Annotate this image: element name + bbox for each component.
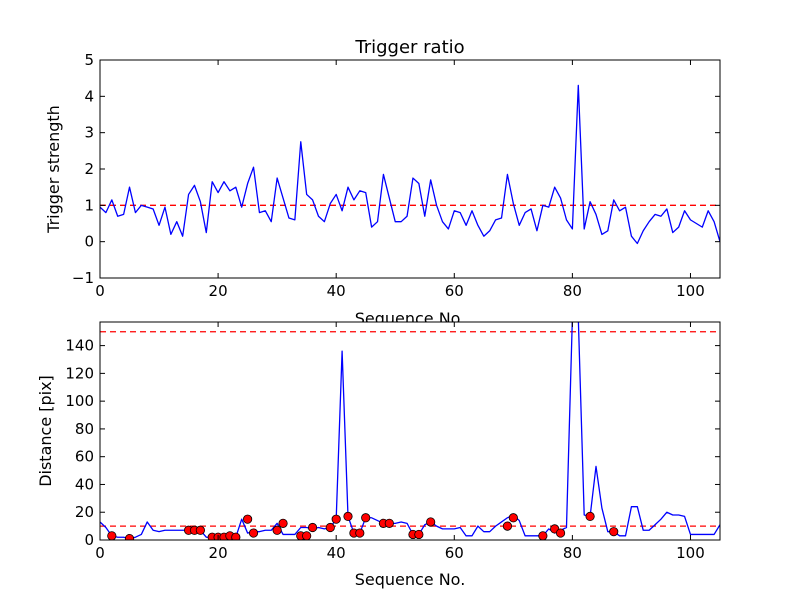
- y-tick-label: 3: [84, 124, 94, 142]
- x-axis-label-bottom: Sequence No.: [355, 570, 466, 589]
- y-tick-label: 2: [84, 160, 94, 178]
- data-point-marker: [538, 531, 548, 540]
- x-tick-label: 60: [445, 282, 464, 300]
- data-point-marker: [585, 511, 595, 521]
- plot-area-top: [100, 60, 720, 278]
- data-point-marker: [331, 514, 341, 524]
- data-point-marker: [555, 528, 566, 538]
- data-point-marker: [231, 532, 241, 540]
- x-tick-label: 80: [563, 544, 582, 562]
- series-line-top-0: [100, 84, 720, 245]
- data-point-marker: [355, 528, 365, 538]
- y-tick-label: 5: [84, 51, 94, 69]
- y-tick-label: 120: [65, 364, 94, 382]
- threshold-lines-bottom: [100, 331, 720, 527]
- x-tick-label: 80: [563, 282, 582, 300]
- y-tick-label: 80: [75, 420, 94, 438]
- x-tick-label: 100: [676, 544, 705, 562]
- y-tick-label: 1: [84, 196, 94, 214]
- y-tick-label: 60: [75, 448, 94, 466]
- data-point-marker: [414, 529, 424, 540]
- axes-frame-bottom: [99, 321, 721, 541]
- data-point-marker: [107, 531, 117, 540]
- y-tick-label: 40: [75, 475, 94, 493]
- series-lines-top: [100, 84, 720, 245]
- distance-plot: 0 20 40 60 80 100 0 20 40 60 80 100 120 140 Sequence …: [36, 321, 721, 589]
- x-tick-label: 0: [95, 282, 105, 300]
- markers-bottom: [107, 511, 619, 540]
- data-point-marker: [361, 513, 371, 523]
- data-point-marker: [508, 513, 518, 523]
- x-tick-label: 60: [445, 544, 464, 562]
- y-tick-label: 100: [65, 392, 94, 410]
- data-point-marker: [426, 517, 436, 527]
- y-tick-label: 0: [84, 531, 94, 549]
- plot-area-bottom: [100, 322, 720, 540]
- x-tick-label: 100: [676, 282, 705, 300]
- data-point-marker: [278, 518, 288, 528]
- data-point-marker: [195, 525, 205, 535]
- data-point-marker: [502, 521, 513, 531]
- x-tick-label: 40: [327, 282, 346, 300]
- chart-title: Trigger ratio: [354, 37, 464, 58]
- data-point-marker: [325, 522, 335, 533]
- data-point-marker: [384, 518, 394, 528]
- y-axis-label-top: Trigger strength: [44, 105, 63, 234]
- y-axis-label-bottom: Distance [pix]: [36, 375, 55, 487]
- y-tick-label: 140: [65, 337, 94, 355]
- x-tick-label: 40: [327, 544, 346, 562]
- data-point-marker: [243, 514, 253, 524]
- data-point-marker: [248, 528, 259, 538]
- data-point-marker: [124, 534, 135, 540]
- x-tick-label: 0: [95, 544, 105, 562]
- data-point-marker: [609, 527, 619, 537]
- data-point-marker: [272, 525, 282, 535]
- axes-frame-top: [99, 59, 721, 279]
- data-point-marker: [302, 531, 312, 540]
- data-point-marker: [343, 511, 353, 521]
- y-tick-label: 20: [75, 503, 94, 521]
- data-point-marker: [307, 522, 318, 533]
- y-tick-label: 0: [84, 233, 94, 251]
- y-tick-label: −1: [72, 269, 94, 287]
- x-tick-label: 20: [209, 544, 228, 562]
- x-tick-label: 20: [209, 282, 228, 300]
- y-tick-label: 4: [84, 87, 94, 105]
